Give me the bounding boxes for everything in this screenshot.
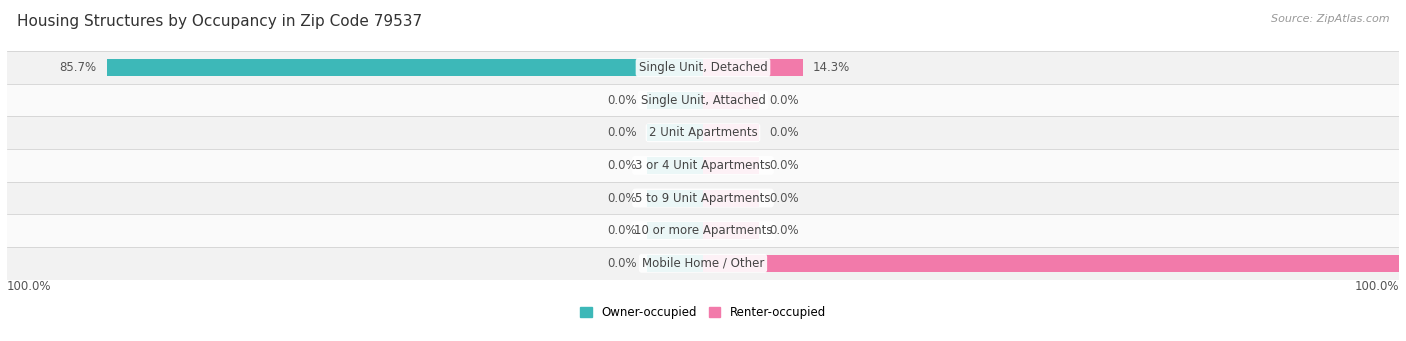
Text: 0.0%: 0.0% [769,94,799,107]
Text: 85.7%: 85.7% [59,61,96,74]
Text: 10 or more Apartments: 10 or more Apartments [634,224,772,237]
Text: 14.3%: 14.3% [813,61,851,74]
Bar [703,59,803,76]
Text: Source: ZipAtlas.com: Source: ZipAtlas.com [1271,14,1389,24]
Text: 0.0%: 0.0% [607,126,637,139]
Text: Mobile Home / Other: Mobile Home / Other [641,257,765,270]
Text: 2 Unit Apartments: 2 Unit Apartments [648,126,758,139]
Text: 0.0%: 0.0% [769,192,799,205]
Bar [107,59,703,76]
Text: 0.0%: 0.0% [769,159,799,172]
Bar [647,222,703,239]
Bar [647,190,703,207]
Bar [647,124,703,141]
Bar [647,157,703,174]
Text: 0.0%: 0.0% [607,224,637,237]
Text: 5 to 9 Unit Apartments: 5 to 9 Unit Apartments [636,192,770,205]
Bar [7,149,1399,182]
Text: Housing Structures by Occupancy in Zip Code 79537: Housing Structures by Occupancy in Zip C… [17,14,422,29]
Bar [7,51,1399,84]
Bar [7,84,1399,116]
Text: 100.0%: 100.0% [7,280,52,293]
Bar [703,255,1399,272]
Text: 0.0%: 0.0% [607,159,637,172]
Bar [703,190,759,207]
Text: Single Unit, Detached: Single Unit, Detached [638,61,768,74]
Text: 0.0%: 0.0% [769,126,799,139]
Bar [647,255,703,272]
Bar [703,92,759,108]
Bar [703,124,759,141]
Bar [7,214,1399,247]
Bar [7,182,1399,214]
Text: 3 or 4 Unit Apartments: 3 or 4 Unit Apartments [636,159,770,172]
Text: 0.0%: 0.0% [769,224,799,237]
Text: 0.0%: 0.0% [607,192,637,205]
Bar [703,157,759,174]
Bar [7,247,1399,280]
Text: 0.0%: 0.0% [607,257,637,270]
Bar [647,92,703,108]
Bar [703,222,759,239]
Text: 0.0%: 0.0% [607,94,637,107]
Legend: Owner-occupied, Renter-occupied: Owner-occupied, Renter-occupied [575,301,831,324]
Bar [7,116,1399,149]
Text: Single Unit, Attached: Single Unit, Attached [641,94,765,107]
Text: 100.0%: 100.0% [1354,280,1399,293]
